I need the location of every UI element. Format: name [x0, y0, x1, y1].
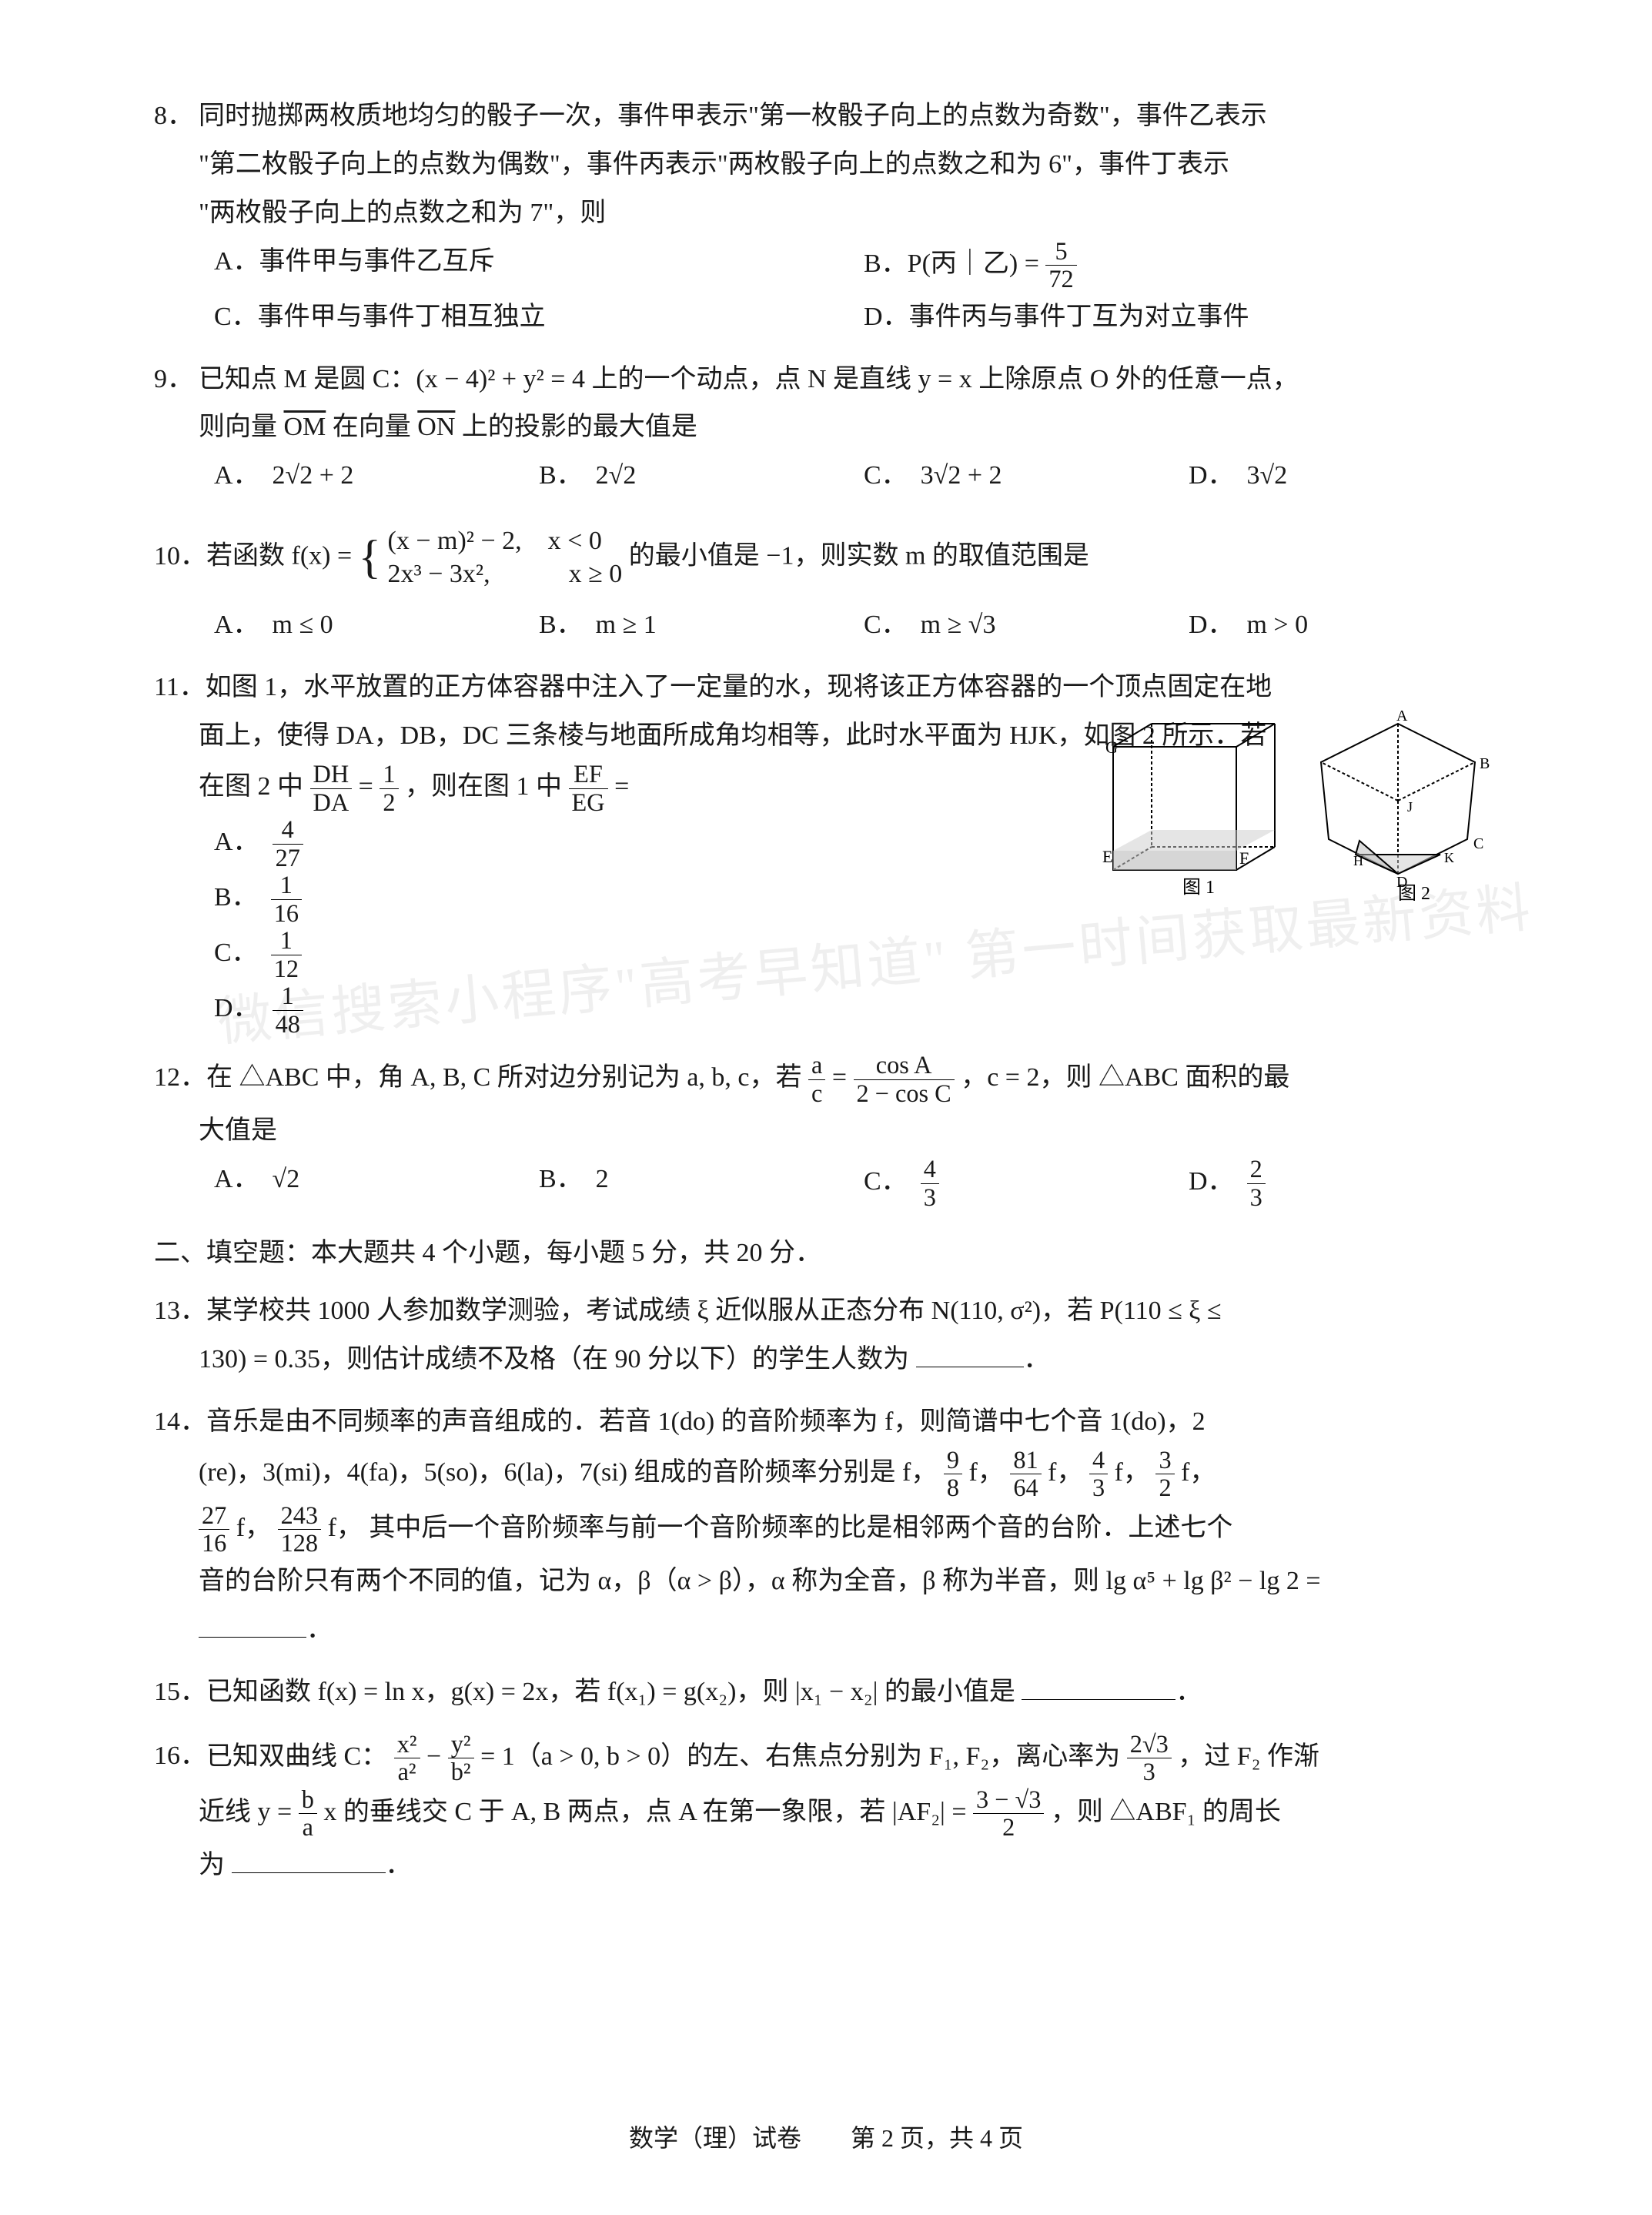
q10-opt-d: D． m > 0 — [1189, 601, 1513, 650]
q8-opt-d: D．事件丙与事件丁互为对立事件 — [864, 293, 1513, 342]
fig1-E-label: E — [1102, 847, 1112, 866]
brace-icon: { — [359, 531, 381, 584]
q8-opt-c: C．事件甲与事件丁相互独立 — [214, 293, 864, 342]
q9-line1: 已知点 M 是圆 C：(x − 4)² + y² = 4 上的一个动点，点 N … — [199, 365, 1299, 393]
q14-blank — [199, 1608, 306, 1637]
q12-l1a: 在 △ABC 中，角 A, B, C 所对边分别记为 a, b, c，若 — [206, 1063, 808, 1092]
fig2-A-label: A — [1396, 708, 1408, 724]
q15-blank — [1022, 1670, 1175, 1699]
question-14: 14．音乐是由不同频率的声音组成的．若音 1(do) 的音阶频率为 f，则简谱中… — [154, 1398, 1513, 1655]
q16-blank — [232, 1843, 386, 1872]
q10-number: 10． — [154, 533, 206, 581]
q13-number: 13． — [154, 1287, 206, 1336]
q13-blank — [916, 1338, 1024, 1367]
q9-number: 9． — [154, 356, 199, 404]
fig2-caption: 图 2 — [1398, 884, 1430, 901]
q11-figures: G E F 图 1 A B C D H J K 图 2 — [1098, 708, 1498, 901]
q8-opt-b-pref: B．P(丙｜乙) = — [864, 249, 1045, 277]
page-footer: 数学（理）试卷 第 2 页，共 4 页 — [0, 2116, 1652, 2161]
q9-opt-c: C． 3√2 + 2 — [864, 452, 1189, 500]
question-13: 13．某学校共 1000 人参加数学测验，考试成绩 ξ 近似服从正态分布 N(1… — [154, 1287, 1513, 1384]
q11-line1: 如图 1，水平放置的正方体容器中注入了一定量的水，现将该正方体容器的一个顶点固定… — [206, 673, 1272, 701]
q16-line3: 为 ． — [154, 1842, 1513, 1890]
q8-number: 8． — [154, 92, 199, 141]
q12-number: 12． — [154, 1054, 206, 1102]
q9-opt-d: D． 3√2 — [1189, 452, 1513, 500]
fig1-G-label: G — [1105, 738, 1118, 757]
q9-opt-a: A． 2√2 + 2 — [214, 452, 539, 500]
q8-opt-b-frac: 572 — [1045, 238, 1076, 293]
q10-piecewise: (x − m)² − 2, x < 0 2x³ − 3x², x ≥ 0 — [388, 525, 623, 591]
section2-header: 二、填空题：本大题共 4 个小题，每小题 5 分，共 20 分． — [154, 1230, 1513, 1278]
q10-opt-b: B． m ≥ 1 — [539, 601, 864, 650]
q14-line4: 音的台阶只有两个不同的值，记为 α，β（α > β），α 称为全音，β 称为半音… — [154, 1558, 1513, 1606]
q16-number: 16． — [154, 1732, 206, 1781]
q12-line2: 大值是 — [154, 1107, 1513, 1156]
q12-opt-d: D． 23 — [1189, 1156, 1513, 1211]
q8-opt-a: A．事件甲与事件乙互斥 — [214, 238, 864, 293]
q15-line1a: 已知函数 f(x) = ln x，g(x) = 2x，若 f(x₁) = g(x… — [206, 1678, 1022, 1706]
question-10: 10．若函数 f(x) = { (x − m)² − 2, x < 0 2x³ … — [154, 514, 1513, 650]
q12-opt-c: C． 43 — [864, 1156, 1189, 1211]
q10-line1b: 的最小值是 −1，则实数 m 的取值范围是 — [629, 542, 1089, 570]
q8-line1: 同时抛掷两枚质地均匀的骰子一次，事件甲表示"第一枚骰子向上的点数为奇数"，事件乙… — [199, 102, 1267, 130]
q14-line3: 2716 f， 243128 f， 其中后一个音阶频率与前一个音阶频率的比是相邻… — [154, 1502, 1513, 1558]
q10-opt-c: C． m ≥ √3 — [864, 601, 1189, 650]
q14-number: 14． — [154, 1398, 206, 1447]
fig2-B-label: B — [1480, 755, 1490, 772]
question-8: 8．同时抛掷两枚质地均匀的骰子一次，事件甲表示"第一枚骰子向上的点数为奇数"，事… — [154, 92, 1513, 342]
fig1-F-label: F — [1239, 848, 1249, 868]
q10-line1a: 若函数 f(x) = — [206, 542, 359, 570]
q9-opt-b: B． 2√2 — [539, 452, 864, 500]
q11-number: 11． — [154, 664, 206, 712]
question-9: 9．已知点 M 是圆 C：(x − 4)² + y² = 4 上的一个动点，点 … — [154, 356, 1513, 501]
exam-page: 微信搜索小程序"高考早知道" 第一时间获取最新资料 8．同时抛掷两枚质地均匀的骰… — [0, 0, 1652, 2215]
fig2-J-label: J — [1407, 799, 1413, 815]
question-16: 16．已知双曲线 C： x²a² − y²b² = 1（a > 0, b > 0… — [154, 1731, 1513, 1890]
q11-opt-d: D． 148 — [214, 982, 1513, 1038]
q12-opt-b: B． 2 — [539, 1156, 864, 1211]
q14-line5: ． — [154, 1606, 1513, 1655]
q9-line2: 则向量 OM 在向量 ON 上的投影的最大值是 — [154, 403, 1513, 452]
q8-line2: "第二枚骰子向上的点数为偶数"，事件丙表示"两枚骰子向上的点数之和为 6"，事件… — [154, 141, 1513, 189]
q15-number: 15． — [154, 1668, 206, 1717]
fig2-K-label: K — [1444, 850, 1454, 865]
question-12: 12．在 △ABC 中，角 A, B, C 所对边分别记为 a, b, c，若 … — [154, 1052, 1513, 1211]
fig1-caption: 图 1 — [1182, 878, 1215, 898]
q14-line1: 音乐是由不同频率的声音组成的．若音 1(do) 的音阶频率为 f，则简谱中七个音… — [206, 1407, 1206, 1436]
q13-line1: 某学校共 1000 人参加数学测验，考试成绩 ξ 近似服从正态分布 N(110,… — [206, 1297, 1222, 1325]
q16-line2: 近线 y = ba x 的垂线交 C 于 A, B 两点，点 A 在第一象限，若… — [154, 1786, 1513, 1842]
q8-line3: "两枚骰子向上的点数之和为 7"，则 — [154, 189, 1513, 238]
q13-line2: 130) = 0.35，则估计成绩不及格（在 90 分以下）的学生人数为 ． — [154, 1336, 1513, 1384]
fig2-C-label: C — [1473, 835, 1483, 852]
q10-opt-a: A． m ≤ 0 — [214, 601, 539, 650]
q14-line2: (re)，3(mi)，4(fa)，5(so)，6(la)，7(si) 组成的音阶… — [154, 1447, 1513, 1502]
fig2-H-label: H — [1353, 853, 1363, 868]
question-15: 15．已知函数 f(x) = ln x，g(x) = 2x，若 f(x₁) = … — [154, 1668, 1513, 1717]
q11-opt-c: C． 112 — [214, 927, 1513, 982]
q16-l1a: 已知双曲线 C： — [206, 1742, 387, 1770]
q12-opt-a: A． √2 — [214, 1156, 539, 1211]
q8-opt-b: B．P(丙｜乙) = 572 — [864, 238, 1513, 293]
